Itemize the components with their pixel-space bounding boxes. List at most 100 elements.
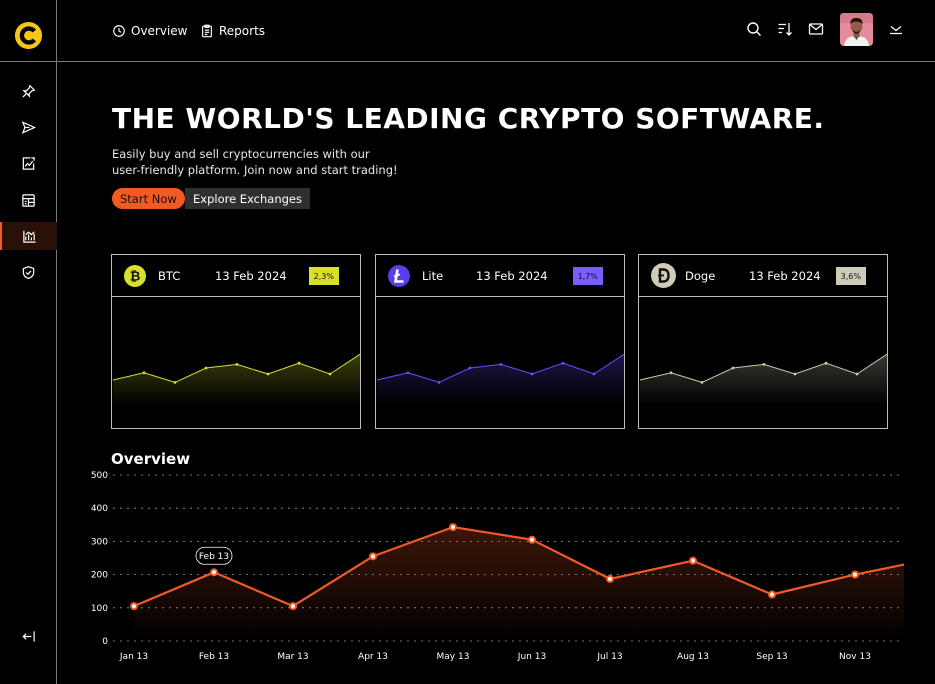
coin-card-header: Lite 13 Feb 2024 1,7% bbox=[376, 255, 624, 297]
x-tick-label: Jul 13 bbox=[596, 652, 622, 662]
nav-reports-label: Reports bbox=[219, 24, 266, 38]
sparkline-point bbox=[468, 366, 472, 370]
overview-point[interactable] bbox=[289, 602, 297, 611]
litecoin-icon bbox=[388, 265, 410, 287]
sparkline-point bbox=[499, 363, 503, 366]
overview-point[interactable] bbox=[210, 568, 218, 577]
x-tick-label: Apr 13 bbox=[358, 652, 388, 662]
sparkline-point bbox=[204, 366, 208, 370]
start-now-button[interactable]: Start Now bbox=[112, 188, 185, 209]
coin-name: Doge bbox=[685, 269, 716, 283]
chart-tooltip: Feb 13 bbox=[195, 546, 233, 565]
sparkline-area bbox=[639, 354, 887, 428]
sparkline-point bbox=[235, 363, 239, 366]
sparkline-point bbox=[437, 381, 441, 384]
sidebar-item-analytics[interactable] bbox=[0, 222, 57, 250]
clock-icon bbox=[113, 25, 125, 37]
top-bar: Overview Reports bbox=[57, 0, 935, 62]
nav-overview-label: Overview bbox=[131, 24, 188, 38]
coin-card-header: ₿ BTC 13 Feb 2024 2,3% bbox=[112, 255, 360, 297]
x-tick-label: Sep 13 bbox=[756, 652, 787, 662]
overview-title: Overview bbox=[111, 450, 191, 468]
sidebar-item-security[interactable] bbox=[0, 258, 57, 286]
layout-grid-icon bbox=[22, 193, 35, 207]
sparkline-point bbox=[855, 372, 859, 376]
overview-area bbox=[134, 527, 904, 641]
nav-overview[interactable]: Overview bbox=[112, 22, 188, 40]
sparkline-point bbox=[592, 372, 596, 376]
sparkline-point bbox=[297, 361, 301, 365]
account-menu-button[interactable] bbox=[887, 20, 905, 38]
coin-sparkline bbox=[112, 353, 360, 428]
overview-point[interactable] bbox=[528, 535, 536, 544]
overview-point[interactable] bbox=[606, 574, 614, 583]
x-tick-label: Mar 13 bbox=[277, 652, 308, 662]
x-tick-label: Jun 13 bbox=[517, 652, 546, 662]
x-tick-label: Jan 13 bbox=[119, 652, 148, 662]
sparkline-point bbox=[328, 372, 332, 376]
clipboard-icon bbox=[202, 24, 212, 38]
sort-icon bbox=[778, 23, 792, 36]
sparkline-point bbox=[669, 371, 673, 375]
overview-point[interactable] bbox=[369, 552, 377, 561]
collapse-sidebar-button[interactable] bbox=[0, 622, 57, 650]
analytics-icon bbox=[23, 230, 36, 243]
explore-exchanges-button[interactable]: Explore Exchanges bbox=[185, 188, 310, 209]
coin-name: BTC bbox=[158, 269, 181, 283]
sidebar-item-send[interactable] bbox=[0, 113, 57, 141]
coin-change-badge: 2,3% bbox=[308, 267, 339, 285]
sparkline-point bbox=[824, 361, 828, 365]
dogecoin-icon bbox=[651, 263, 676, 288]
overview-point[interactable] bbox=[689, 556, 697, 565]
y-tick-label: 400 bbox=[91, 504, 108, 514]
x-tick-label: Feb 13 bbox=[199, 652, 229, 662]
coin-card-btc[interactable]: ₿ BTC 13 Feb 2024 2,3% bbox=[111, 254, 361, 429]
search-button[interactable] bbox=[745, 20, 763, 38]
overview-point[interactable] bbox=[851, 570, 859, 579]
coin-change-badge: 3,6% bbox=[835, 267, 866, 285]
nav-reports[interactable]: Reports bbox=[200, 22, 265, 40]
pin-icon bbox=[22, 84, 36, 98]
coin-sparkline bbox=[376, 353, 624, 428]
shield-check-icon bbox=[22, 265, 35, 279]
coin-name: Lite bbox=[422, 269, 444, 283]
y-tick-label: 0 bbox=[102, 637, 108, 647]
sparkline-point bbox=[530, 372, 534, 376]
chart-report-icon bbox=[22, 156, 35, 170]
coin-card-doge[interactable]: Doge 13 Feb 2024 3,6% bbox=[638, 254, 888, 429]
user-avatar[interactable] bbox=[840, 13, 873, 46]
user-photo-icon bbox=[840, 13, 873, 46]
send-icon bbox=[21, 120, 36, 134]
brand-logo-icon[interactable] bbox=[13, 20, 44, 51]
logo-area bbox=[0, 0, 57, 62]
coin-card-lite[interactable]: Lite 13 Feb 2024 1,7% bbox=[375, 254, 625, 429]
sort-button[interactable] bbox=[776, 20, 794, 38]
sidebar-item-layout[interactable] bbox=[0, 186, 57, 214]
coin-date: 13 Feb 2024 bbox=[215, 269, 287, 283]
sidebar-item-pin[interactable] bbox=[0, 77, 57, 105]
y-tick-label: 200 bbox=[91, 571, 108, 581]
coin-change-badge: 1,7% bbox=[572, 267, 603, 285]
hero-subtitle-line-2: user-friendly platform. Join now and sta… bbox=[112, 163, 398, 177]
coin-sparkline bbox=[639, 353, 887, 428]
sparkline-point bbox=[406, 371, 410, 375]
y-tick-label: 500 bbox=[91, 471, 108, 481]
overview-point[interactable] bbox=[130, 602, 138, 611]
sparkline-area bbox=[376, 354, 624, 428]
chevron-down-icon bbox=[890, 25, 902, 35]
mail-button[interactable] bbox=[807, 20, 825, 38]
sidebar-item-report[interactable] bbox=[0, 149, 57, 177]
sparkline-point bbox=[266, 372, 270, 376]
hero-subtitle: Easily buy and sell cryptocurrencies wit… bbox=[112, 146, 402, 178]
overview-point[interactable] bbox=[768, 590, 776, 599]
x-tick-label: Aug 13 bbox=[677, 652, 709, 662]
coin-date: 13 Feb 2024 bbox=[476, 269, 548, 283]
search-icon bbox=[747, 22, 761, 36]
overview-point[interactable] bbox=[449, 523, 457, 532]
sidebar bbox=[0, 0, 57, 684]
sparkline-point bbox=[700, 381, 704, 384]
x-tick-label: Nov 13 bbox=[839, 652, 871, 662]
mail-icon bbox=[808, 23, 824, 35]
hero-title: THE WORLD'S LEADING CRYPTO SOFTWARE. bbox=[112, 102, 825, 135]
